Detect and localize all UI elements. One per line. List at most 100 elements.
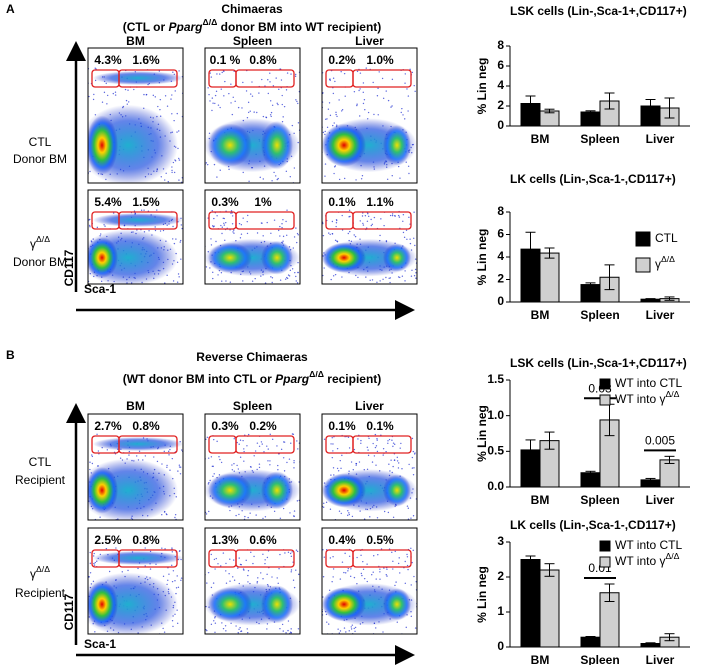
event-dot — [216, 440, 218, 443]
panel-title: Reverse Chimaeras — [196, 350, 308, 364]
event-dot — [286, 72, 289, 74]
legend-swatch — [599, 540, 611, 552]
event-dot — [164, 548, 166, 550]
event-dot — [211, 97, 214, 99]
legend-label: WT into γΔ/Δ — [615, 389, 680, 406]
event-dot — [162, 229, 165, 232]
gate-percentage: 0.8% — [132, 419, 160, 433]
event-dot — [217, 274, 219, 276]
event-dot — [387, 99, 390, 102]
event-dot — [270, 115, 272, 118]
event-dot — [205, 438, 207, 441]
event-dot — [210, 244, 213, 246]
event-dot — [269, 433, 271, 436]
event-dot — [376, 95, 379, 97]
event-dot — [412, 549, 414, 552]
event-dot — [271, 180, 273, 182]
plot-frame — [87, 47, 184, 184]
event-dot — [285, 170, 288, 173]
event-dot — [163, 450, 165, 453]
flow-plot: 4.3% 1.6% — [87, 47, 184, 184]
event-dot — [170, 98, 172, 100]
plot-frame — [204, 189, 301, 285]
event-dot — [221, 232, 223, 235]
event-dot — [375, 445, 378, 447]
event-dot — [283, 105, 286, 108]
event-dot — [410, 275, 413, 277]
event-dot — [296, 440, 298, 442]
event-dot — [171, 166, 173, 168]
event-dot — [359, 88, 361, 90]
event-dot — [367, 213, 369, 215]
event-dot — [382, 447, 385, 450]
event-dot — [381, 77, 384, 80]
event-dot — [332, 556, 334, 558]
event-dot — [373, 555, 375, 557]
event-dot — [394, 550, 396, 553]
event-dot — [166, 464, 168, 467]
event-dot — [212, 102, 214, 104]
event-dot — [276, 102, 278, 105]
plot-frame — [321, 527, 418, 635]
event-dot — [295, 280, 297, 282]
event-dot — [405, 626, 407, 629]
gate-percentage: 0.4% — [328, 533, 356, 547]
event-dot — [233, 229, 235, 231]
event-dot — [124, 88, 127, 91]
event-dot — [279, 279, 282, 281]
error-bar — [525, 439, 536, 461]
density — [322, 242, 366, 273]
event-dot — [220, 461, 223, 464]
row-label: CTL — [29, 455, 52, 469]
event-dot — [171, 551, 174, 553]
gate-percentage: 0.2% — [249, 419, 277, 433]
event-dot — [293, 467, 295, 469]
event-dot — [335, 225, 337, 228]
event-dot — [322, 576, 325, 578]
column-header: Liver — [355, 399, 384, 413]
event-dot — [206, 629, 208, 632]
event-dot — [210, 623, 213, 626]
event-dot — [327, 108, 330, 110]
event-dot — [262, 578, 264, 580]
x-tick-label: Liver — [646, 308, 675, 322]
event-dot — [277, 229, 280, 232]
event-dot — [356, 104, 358, 107]
gate-percentage: 0.3% — [211, 419, 239, 433]
flow-density — [205, 528, 300, 634]
event-dot — [377, 554, 379, 556]
event-dot — [253, 455, 255, 457]
event-dot — [207, 457, 210, 459]
gate — [235, 211, 295, 230]
event-dot — [411, 269, 413, 271]
event-dot — [293, 167, 296, 169]
event-dot — [328, 232, 330, 234]
event-dot — [247, 101, 250, 104]
event-dot — [361, 574, 363, 577]
bar — [580, 111, 601, 127]
event-dot — [282, 457, 285, 459]
event-dot — [334, 239, 337, 242]
row-label: γΔ/Δ — [30, 564, 50, 581]
event-dot — [249, 110, 251, 112]
event-dot — [399, 572, 401, 574]
gate — [118, 549, 178, 568]
event-dot — [251, 95, 254, 97]
event-dot — [236, 441, 238, 444]
event-dot — [209, 72, 211, 74]
event-dot — [205, 629, 207, 631]
event-dot — [363, 518, 366, 520]
density — [93, 437, 183, 451]
event-dot — [394, 214, 396, 217]
event-dot — [242, 280, 244, 282]
event-dot — [287, 274, 290, 276]
event-dot — [285, 632, 287, 634]
column-header: BM — [126, 34, 145, 48]
gate — [118, 435, 178, 454]
event-dot — [246, 117, 249, 119]
event-dot — [347, 570, 349, 572]
event-dot — [247, 516, 249, 519]
event-dot — [411, 561, 413, 564]
event-dot — [332, 576, 334, 578]
event-dot — [411, 71, 414, 74]
